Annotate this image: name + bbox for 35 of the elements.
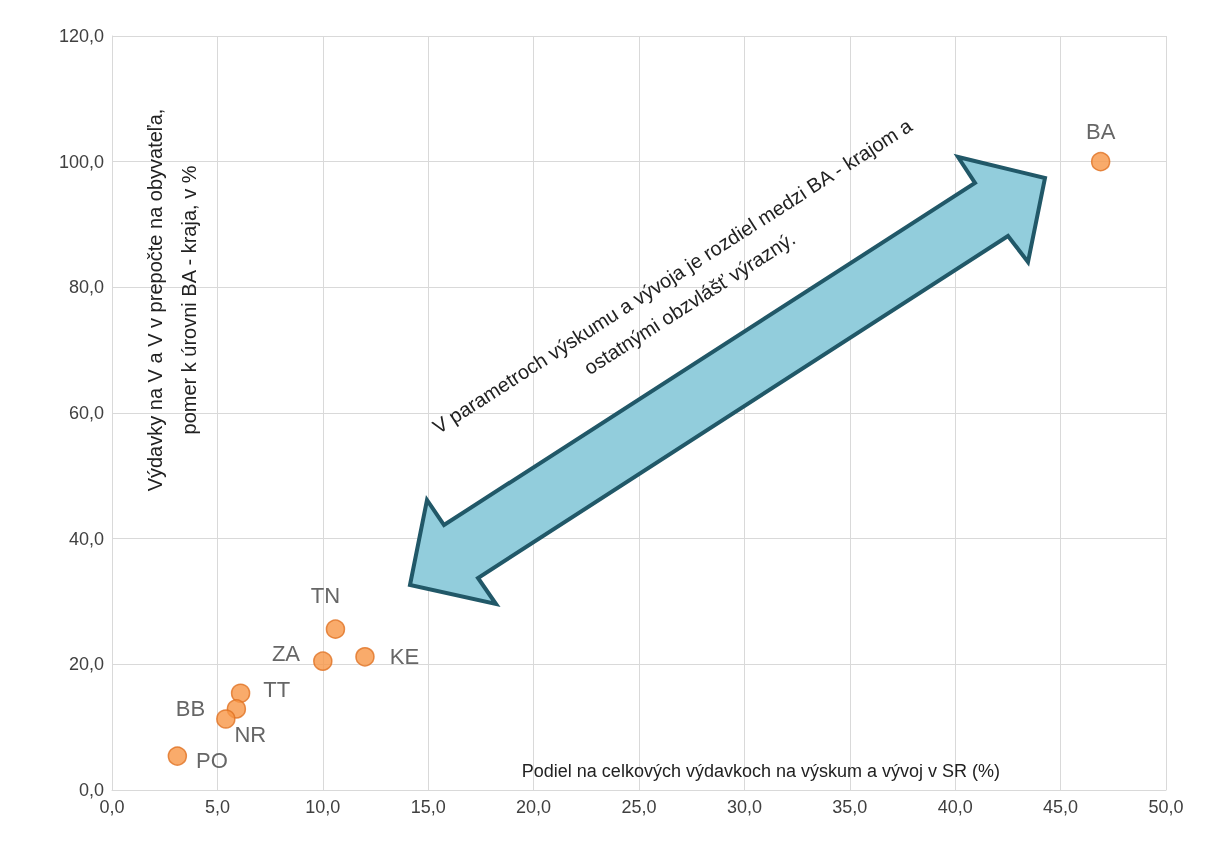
point	[216, 709, 236, 729]
point	[1090, 151, 1111, 172]
y-tick-label: 40,0	[68, 528, 104, 549]
point	[313, 651, 333, 671]
x-tick-label: 50,0	[1148, 797, 1184, 817]
series-label: BA	[1085, 119, 1116, 145]
point	[230, 683, 251, 703]
y-tick-label: 20,0	[68, 654, 104, 675]
series-label: TT	[263, 676, 291, 702]
y-tick-label: 120,0	[58, 26, 104, 46]
x-tick-label: 15,0	[410, 797, 446, 817]
x-tick-label: 30,0	[726, 797, 762, 817]
y-tick-label: 80,0	[68, 277, 104, 298]
point	[167, 746, 188, 766]
series-label: PO	[196, 747, 228, 773]
x-tick-label: 20,0	[516, 797, 552, 817]
series-label: TN	[310, 582, 341, 608]
x-tick-label: 45,0	[1043, 797, 1079, 817]
y-tick-label: 60,0	[68, 403, 104, 423]
point	[355, 647, 375, 667]
series-label: BB	[175, 696, 206, 722]
x-axis-title: Podiel na celkových výdavkoch na výskum a vývoj v SR (%)	[521, 761, 1000, 781]
y-tick-label: 100,0	[58, 151, 104, 172]
x-tick-label: 35,0	[832, 797, 868, 817]
series-label: ZA	[271, 640, 301, 666]
point	[325, 619, 346, 639]
x-tick-label: 40,0	[937, 797, 973, 817]
y-axis-title: Výdavky na V a V v prepočte na obyvateľa, pomer k úrovni BA - kraja, v %	[144, 108, 200, 492]
series-label: KE	[389, 644, 420, 670]
y-tick-label: 0,0	[78, 780, 104, 800]
series-label: NR	[234, 722, 267, 748]
x-tick-label: 10,0	[305, 797, 341, 817]
x-tick-label: 25,0	[621, 797, 657, 817]
x-tick-label: 0,0	[99, 797, 125, 817]
x-tick-label: 5,0	[204, 797, 230, 817]
